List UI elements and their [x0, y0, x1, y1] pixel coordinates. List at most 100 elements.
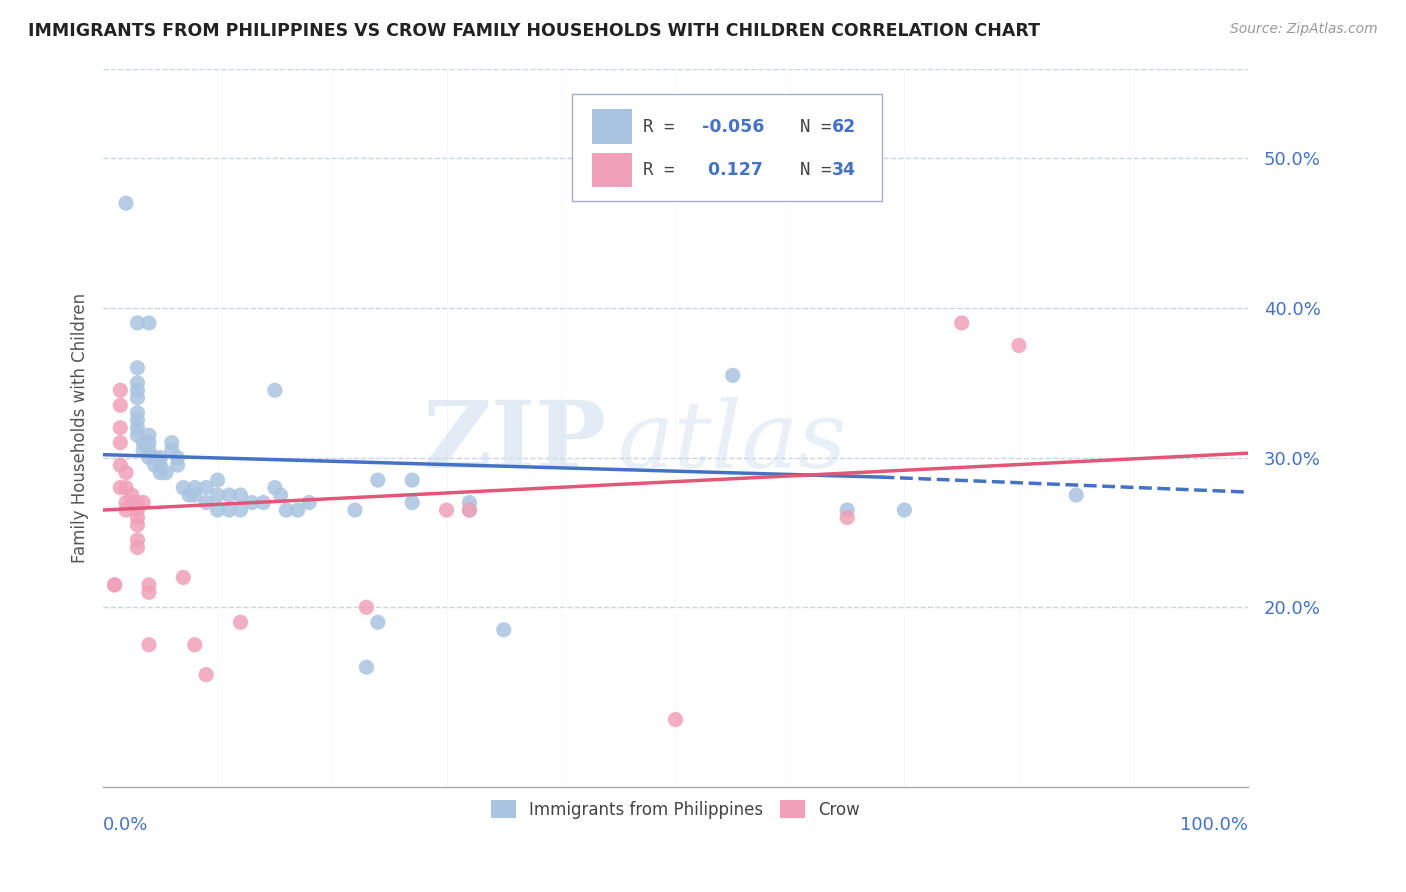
Y-axis label: Family Households with Children: Family Households with Children: [72, 293, 89, 563]
Point: [276, 503, 298, 517]
Point: [138, 585, 160, 599]
Point: [195, 481, 218, 495]
Point: [110, 398, 132, 412]
Text: 62: 62: [832, 118, 856, 136]
Point: [110, 421, 132, 435]
Text: N =: N =: [779, 118, 842, 136]
Text: atlas: atlas: [619, 397, 848, 487]
Point: [458, 495, 481, 509]
Point: [149, 458, 172, 472]
Point: [183, 481, 205, 495]
Point: [218, 503, 240, 517]
Point: [115, 495, 138, 509]
Point: [664, 713, 686, 727]
Point: [110, 384, 132, 398]
Point: [229, 503, 252, 517]
Point: [458, 503, 481, 517]
Legend: Immigrants from Philippines, Crow: Immigrants from Philippines, Crow: [484, 794, 866, 825]
Point: [837, 510, 859, 524]
Point: [263, 384, 285, 398]
Point: [195, 495, 218, 509]
Point: [110, 458, 132, 472]
Point: [837, 503, 859, 517]
Point: [270, 488, 292, 502]
Point: [177, 488, 200, 502]
Point: [127, 510, 149, 524]
Point: [138, 428, 160, 442]
Point: [172, 481, 194, 495]
Point: [115, 481, 138, 495]
Point: [356, 600, 378, 615]
Text: 34: 34: [832, 161, 856, 178]
Point: [287, 503, 309, 517]
Point: [401, 495, 423, 509]
Point: [103, 578, 125, 592]
Point: [207, 503, 229, 517]
Point: [160, 443, 183, 458]
Point: [1008, 338, 1031, 352]
Text: N =: N =: [779, 161, 842, 178]
Bar: [592, 110, 631, 144]
Point: [195, 667, 218, 681]
Text: 0.127: 0.127: [702, 161, 762, 178]
Point: [149, 450, 172, 465]
Point: [110, 435, 132, 450]
Point: [166, 458, 188, 472]
Text: R =: R =: [644, 161, 686, 178]
Point: [115, 503, 138, 517]
Point: [252, 495, 274, 509]
Point: [218, 488, 240, 502]
Point: [127, 384, 149, 398]
Point: [138, 578, 160, 592]
Point: [721, 368, 744, 383]
Point: [149, 466, 172, 480]
Point: [155, 466, 177, 480]
Bar: [592, 153, 631, 187]
Point: [132, 495, 155, 509]
Point: [110, 481, 132, 495]
Text: 0.0%: 0.0%: [103, 815, 149, 834]
Point: [138, 316, 160, 330]
Point: [263, 481, 285, 495]
Point: [127, 518, 149, 533]
Point: [132, 435, 155, 450]
Point: [207, 488, 229, 502]
Text: ZIP: ZIP: [423, 397, 607, 487]
Point: [127, 406, 149, 420]
Point: [229, 615, 252, 630]
Point: [121, 495, 143, 509]
Point: [458, 503, 481, 517]
Point: [127, 541, 149, 555]
Point: [166, 450, 188, 465]
Point: [367, 615, 389, 630]
Point: [127, 495, 149, 509]
Point: [298, 495, 321, 509]
Point: [172, 570, 194, 584]
Point: [183, 638, 205, 652]
Text: IMMIGRANTS FROM PHILIPPINES VS CROW FAMILY HOUSEHOLDS WITH CHILDREN CORRELATION : IMMIGRANTS FROM PHILIPPINES VS CROW FAMI…: [28, 22, 1040, 40]
Point: [207, 473, 229, 487]
Point: [356, 660, 378, 674]
Point: [121, 488, 143, 502]
Text: -0.056: -0.056: [702, 118, 765, 136]
Point: [115, 466, 138, 480]
Point: [401, 473, 423, 487]
Point: [367, 473, 389, 487]
Point: [127, 428, 149, 442]
Point: [127, 421, 149, 435]
Point: [343, 503, 366, 517]
Text: 100.0%: 100.0%: [1180, 815, 1249, 834]
Point: [138, 450, 160, 465]
Point: [138, 435, 160, 450]
Point: [127, 413, 149, 427]
FancyBboxPatch shape: [572, 94, 882, 202]
Point: [1064, 488, 1087, 502]
Point: [229, 488, 252, 502]
Point: [492, 623, 515, 637]
Point: [950, 316, 973, 330]
Point: [127, 533, 149, 547]
Point: [160, 435, 183, 450]
Point: [127, 316, 149, 330]
Text: Source: ZipAtlas.com: Source: ZipAtlas.com: [1230, 22, 1378, 37]
Point: [893, 503, 915, 517]
